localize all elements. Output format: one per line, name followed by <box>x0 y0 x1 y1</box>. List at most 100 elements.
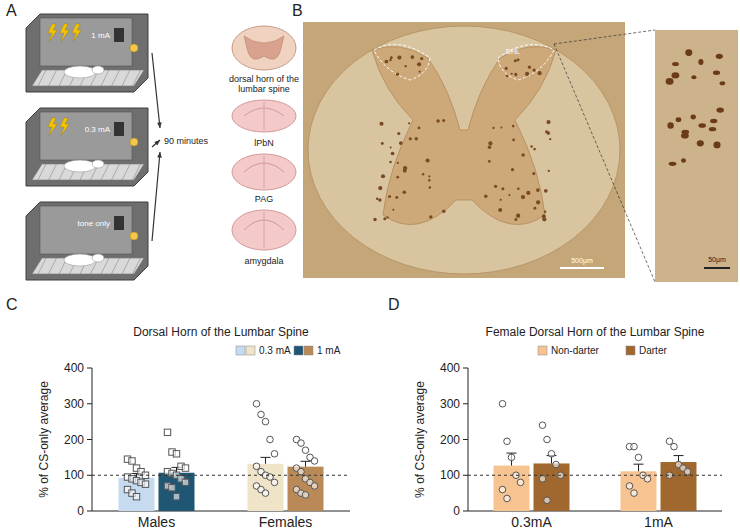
stained-cell <box>533 207 536 210</box>
data-point <box>644 476 651 483</box>
rat-head <box>92 160 104 168</box>
stained-cell <box>391 152 395 156</box>
y-tick-label: 400 <box>64 361 84 375</box>
region-label: amygdala <box>244 256 283 266</box>
data-point <box>262 418 269 425</box>
data-point <box>504 438 511 445</box>
stained-cell <box>378 198 382 202</box>
y-tick-label: 300 <box>64 397 84 411</box>
data-point <box>182 465 188 471</box>
stained-cell <box>396 176 399 179</box>
data-point <box>169 485 175 491</box>
data-point <box>129 458 135 464</box>
cage-wall <box>40 18 132 66</box>
grid-rod <box>122 70 130 86</box>
panel-label: D <box>388 296 400 313</box>
legend-swatch <box>246 346 255 355</box>
y-tick-label: 100 <box>440 468 460 482</box>
midline <box>264 212 265 248</box>
grey-matter <box>244 36 284 59</box>
data-point <box>182 479 188 485</box>
arrow <box>152 152 160 241</box>
histology-inset: 50µm <box>655 30 738 282</box>
brain-slice <box>232 154 296 190</box>
grid-rod <box>112 70 120 86</box>
scale-bar <box>704 267 730 269</box>
y-tick <box>87 368 92 369</box>
stained-cell <box>403 190 407 194</box>
error-bar <box>634 464 644 471</box>
region-label: dorsal horn of thelumbar spine <box>229 74 299 94</box>
error-line <box>305 461 306 466</box>
stained-cell <box>390 146 392 148</box>
dhl-outline <box>374 45 430 80</box>
y-tick <box>463 368 468 369</box>
cord-section <box>308 26 620 274</box>
y-tick-label: 400 <box>440 361 460 375</box>
cue-light <box>130 232 138 240</box>
stained-cell <box>511 73 513 75</box>
y-tick-label: 0 <box>453 504 460 518</box>
bar-chart: Dorsal Horn of the Lumbar Spine% of CS-o… <box>37 325 350 530</box>
stained-cell <box>716 54 723 59</box>
bar-chart: Female Dorsal Horn of the Lumbar Spine % … <box>413 325 722 530</box>
chart-title: Dorsal Horn of the Lumbar Spine <box>133 325 309 339</box>
stained-cell <box>512 125 515 128</box>
stained-cell <box>538 71 542 75</box>
stained-cell <box>544 211 546 213</box>
stained-cell <box>379 122 383 126</box>
condition-label: tone only <box>78 219 110 228</box>
data-point <box>544 497 551 504</box>
x-tick-label: Females <box>259 514 313 530</box>
stained-cell <box>681 133 689 139</box>
shock-bolt <box>60 118 69 136</box>
error-cap <box>507 453 517 454</box>
shock-bolt <box>48 24 57 42</box>
inset-background <box>655 30 738 282</box>
stained-cell <box>713 142 720 149</box>
stained-cell <box>713 71 720 75</box>
dhl-outline <box>498 45 554 80</box>
legend-swatch <box>294 346 303 355</box>
arrow-head <box>157 122 162 128</box>
y-tick <box>87 439 92 440</box>
data-point <box>271 479 278 486</box>
stained-cell <box>405 65 407 67</box>
region-label-line: dorsal horn of the <box>229 74 299 84</box>
stained-cell <box>494 185 497 188</box>
data-point <box>262 490 269 497</box>
stained-cell <box>399 141 403 145</box>
stained-cell <box>698 123 705 128</box>
stained-cell <box>403 166 407 170</box>
data-point <box>164 429 170 435</box>
cage <box>26 14 148 92</box>
data-point <box>311 458 318 465</box>
stained-cell <box>505 67 508 70</box>
stained-cell <box>549 138 551 140</box>
bar <box>494 466 530 511</box>
stained-cell <box>373 218 377 222</box>
stained-cell <box>428 175 430 177</box>
stained-cell <box>517 58 520 61</box>
stained-cell <box>526 191 530 195</box>
speaker <box>114 28 124 42</box>
legend-swatch <box>304 346 313 355</box>
stained-cell <box>411 55 415 59</box>
y-tick-label: 0 <box>77 504 84 518</box>
error-cap <box>674 455 684 456</box>
stained-cell <box>533 148 536 151</box>
stained-cell <box>390 56 393 59</box>
y-tick <box>463 475 468 476</box>
axis-title: % of CS-only average <box>413 381 427 498</box>
stained-cell <box>548 170 550 172</box>
scale-bar <box>560 267 604 269</box>
reference-line <box>92 475 350 476</box>
error-line <box>265 457 266 463</box>
rat-head <box>92 254 104 262</box>
arrow-head <box>154 140 160 145</box>
data-point <box>298 440 305 447</box>
stained-cell <box>500 127 502 129</box>
stained-cell <box>716 107 723 112</box>
data-point <box>302 492 309 499</box>
chart-title: Female Dorsal Horn of the Lumbar Spine <box>486 325 705 339</box>
